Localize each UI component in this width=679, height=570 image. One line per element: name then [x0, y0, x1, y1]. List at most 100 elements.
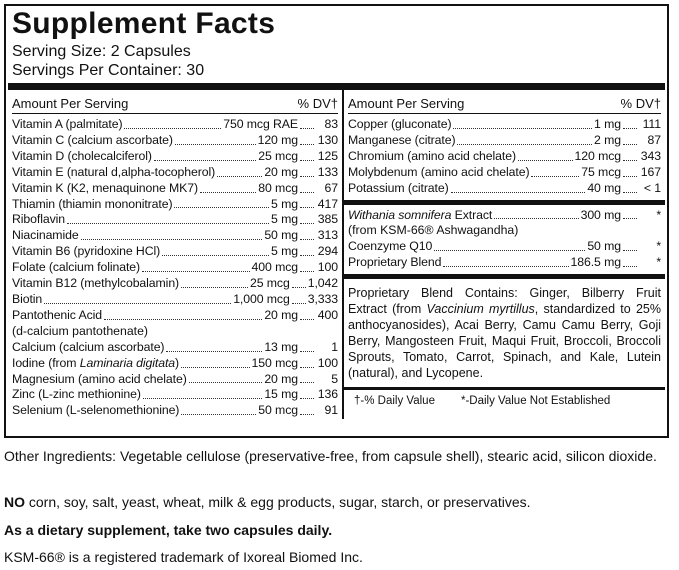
- footnote: *-Daily Value Not Established: [460, 395, 611, 408]
- nutrient-name: Manganese (citrate): [348, 132, 456, 147]
- leader: [300, 260, 314, 273]
- nutrient-row: Manganese (citrate) 2 mg 87: [348, 133, 661, 149]
- text-part: ): [175, 355, 180, 370]
- dv-header: % DV†: [620, 96, 661, 111]
- nutrient-row: Vitamin E (natural d,alpha-tocopherol) 20…: [12, 165, 338, 181]
- leader: [300, 372, 314, 384]
- daily-value: < 1: [643, 180, 661, 195]
- leader: [181, 276, 248, 288]
- left-column: Amount Per Serving % DV† Vitamin A (palmi…: [8, 90, 344, 420]
- nutrient-note: (from KSM-66® Ashwagandha): [348, 223, 519, 238]
- daily-value: 400: [317, 307, 338, 322]
- amount: 15 mg: [264, 387, 298, 402]
- nutrient-name: Vitamin A (palmitate): [12, 117, 123, 131]
- daily-value: 100: [317, 260, 338, 275]
- nutrient-row: Copper (gluconate) 1 mg 111: [348, 117, 661, 133]
- nutrient-row: Magnesium (amino acid chelate) 20 mg 5: [12, 372, 338, 388]
- text-part: Vaccinium myrtillus: [426, 302, 535, 317]
- nutrient-name: Folate (calcium folinate): [12, 260, 141, 275]
- daily-value: 100: [317, 355, 338, 370]
- daily-value: 125: [317, 148, 338, 163]
- leader: [623, 181, 637, 193]
- right-column: Amount Per Serving % DV† Copper (gluconat…: [344, 90, 665, 419]
- daily-value: *: [656, 207, 661, 222]
- leader: [300, 165, 314, 177]
- daily-value: 130: [317, 132, 338, 147]
- leader: [300, 387, 314, 400]
- nutrient-row: Vitamin D (cholecalciferol) 25 mcg 125: [12, 149, 338, 165]
- amount: 2 mg: [594, 132, 621, 147]
- nutrient-row: Vitamin B12 (methylcobalamin) 25 mcg 1,042: [12, 276, 338, 292]
- leader: [104, 308, 263, 320]
- nutrient-name: Withania somnifera Extract: [348, 208, 492, 224]
- leader: [162, 244, 270, 257]
- amount: 5 mg: [271, 244, 298, 259]
- text-part: Extract: [451, 207, 493, 222]
- trademark: KSM-66® is a registered trademark of Ixo…: [4, 549, 363, 565]
- group: Copper (gluconate) 1 mg 111 Manganese (citr…: [348, 117, 661, 197]
- nutrient-name: Riboflavin: [12, 212, 65, 227]
- daily-value: 83: [324, 117, 339, 131]
- daily-value: 1,042: [307, 276, 338, 291]
- daily-value: 343: [640, 148, 661, 163]
- nutrient-row: Folate (calcium folinate) 400 mcg 100: [12, 260, 338, 276]
- amount: 120 mcg: [574, 148, 622, 163]
- nutrient-row: Niacinamide 50 mg 313: [12, 228, 338, 244]
- nutrient-name: Pantothenic Acid: [12, 307, 103, 322]
- amount: 13 mg: [264, 339, 298, 354]
- rows: Vitamin A (palmitate) 750 mcg RAE 83 Vitami…: [12, 117, 338, 419]
- daily-value: 136: [317, 387, 338, 402]
- leader: [623, 149, 637, 161]
- facts-panel: Supplement Facts Serving Size: 2 Capsule…: [4, 4, 669, 438]
- leader: [174, 197, 270, 209]
- leader: [291, 292, 306, 304]
- allergen-note: NO corn, soy, salt, yeast, wheat, milk &…: [4, 494, 664, 511]
- leader: [124, 117, 222, 129]
- amount: 25 mcg: [249, 276, 290, 291]
- nutrient-row: Coenzyme Q10 50 mg *: [348, 239, 661, 255]
- leader: [434, 239, 586, 252]
- leader: [142, 260, 250, 273]
- amount: 5 mg: [271, 196, 298, 211]
- nutrient-row: Proprietary Blend 186.5 mg *: [348, 255, 661, 271]
- daily-value: *: [656, 255, 661, 270]
- leader: [217, 165, 263, 177]
- daily-value: 91: [324, 403, 339, 418]
- nutrient-name: Thiamin (thiamin mononitrate): [12, 196, 173, 211]
- daily-value: 87: [647, 132, 662, 147]
- dv-header: % DV†: [297, 96, 338, 111]
- amount: 186.5 mg: [570, 255, 622, 270]
- leader: [623, 117, 637, 129]
- leader: [67, 212, 270, 225]
- amount: 20 mg: [264, 371, 298, 386]
- amount: 150 mcg: [251, 355, 299, 370]
- nutrient-name: Potassium (citrate): [348, 180, 449, 195]
- divider: [344, 387, 665, 391]
- nutrient-row: Selenium (L-selenomethionine) 50 mcg 91: [12, 403, 338, 419]
- daily-value: 5: [331, 371, 338, 386]
- leader: [300, 117, 314, 129]
- divider: [344, 274, 665, 280]
- nutrient-name: Magnesium (amino acid chelate): [12, 371, 187, 386]
- leader: [153, 149, 257, 161]
- amount: 50 mg: [264, 228, 298, 243]
- nutrient-row: Zinc (L-zinc methionine) 15 mg 136: [12, 387, 338, 403]
- amount: 1,000 mcg: [233, 291, 290, 306]
- nutrient-name: Iodine (from Laminaria digitata): [12, 356, 179, 372]
- leader: [300, 212, 314, 225]
- leader: [188, 372, 263, 384]
- nutrient-row: Thiamin (thiamin mononitrate) 5 mg 417: [12, 197, 338, 213]
- daily-value: 67: [324, 180, 339, 195]
- leader: [623, 239, 637, 252]
- daily-value: 294: [317, 244, 338, 259]
- nutrient-name: Vitamin B12 (methylcobalamin): [12, 276, 180, 291]
- leader: [300, 197, 314, 209]
- daily-value: 133: [317, 164, 338, 179]
- leader: [457, 133, 593, 145]
- amount: 80 mcg: [258, 180, 298, 195]
- column-header: Amount Per Serving % DV†: [12, 94, 338, 114]
- nutrient-row: Potassium (citrate) 40 mg < 1: [348, 181, 661, 197]
- amount: 20 mg: [264, 307, 298, 322]
- leader: [300, 340, 314, 352]
